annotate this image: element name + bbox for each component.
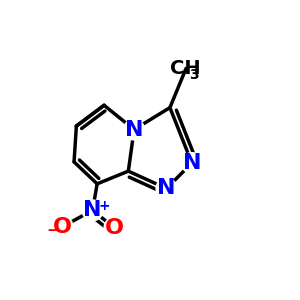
Circle shape bbox=[156, 178, 177, 199]
Text: N: N bbox=[157, 178, 176, 199]
Circle shape bbox=[104, 217, 125, 238]
Text: O: O bbox=[105, 218, 124, 238]
Text: 3: 3 bbox=[189, 68, 199, 82]
Text: O: O bbox=[53, 217, 72, 237]
Text: −: − bbox=[46, 223, 59, 238]
Text: CH: CH bbox=[170, 59, 200, 78]
Circle shape bbox=[82, 200, 103, 221]
Circle shape bbox=[124, 119, 145, 140]
Text: N: N bbox=[83, 200, 102, 220]
Circle shape bbox=[182, 153, 202, 173]
Circle shape bbox=[52, 216, 73, 237]
Text: +: + bbox=[99, 199, 110, 213]
Text: N: N bbox=[125, 120, 143, 140]
Text: N: N bbox=[183, 153, 201, 173]
